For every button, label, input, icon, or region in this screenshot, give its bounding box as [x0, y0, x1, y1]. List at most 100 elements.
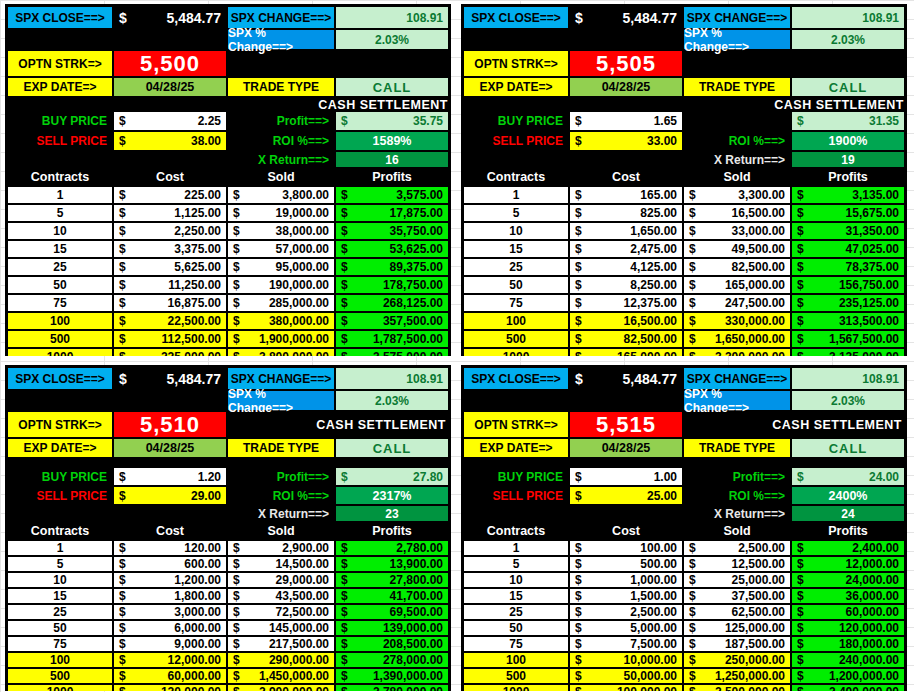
sell-price-input[interactable]: $ 29.00 [114, 487, 226, 504]
cost-column-header: Cost [570, 523, 682, 539]
cash-settlement-label: CASH SETTLEMENT [318, 98, 448, 112]
cost-cell: $ 500.00 [570, 557, 682, 571]
contracts-cell: 50 [464, 277, 568, 293]
table-row: 500 $ 82,500.00 $ 1,650,000.00 $ 1,567,5… [464, 331, 904, 347]
table-row: 25 $ 4,125.00 $ 82,500.00 $ 78,375.00 [464, 259, 904, 275]
table-row: 1000 $ 120,000.00 $ 2,900,000.00 $ 2,780… [8, 685, 448, 691]
dollar-sign: $ [575, 470, 582, 484]
dollar-sign: $ [341, 242, 348, 256]
table-row: 100 $ 22,500.00 $ 380,000.00 $ 357,500.0… [8, 313, 448, 329]
profits-cell: $ 27,800.00 [336, 573, 448, 587]
buy-price-input[interactable]: $ 1.00 [570, 468, 682, 485]
sell-price-input[interactable]: $ 38.00 [114, 132, 226, 150]
spx-pct-change-value: 2.03% [792, 30, 904, 49]
x-return-label: X Return==> [228, 506, 334, 521]
optn-strike-value[interactable]: 5,505 [570, 51, 682, 76]
table-row: 1 $ 120.00 $ 2,900.00 $ 2,780.00 [8, 541, 448, 555]
dollar-sign: $ [233, 541, 240, 555]
trade-type-value: CALL [336, 78, 448, 96]
exp-date-value[interactable]: 04/28/25 [114, 439, 226, 457]
dollar-sign: $ [689, 278, 696, 292]
optn-strike-value[interactable]: 5,500 [114, 51, 226, 76]
exp-date-value[interactable]: 04/28/25 [570, 439, 682, 457]
exp-date-label: EXP DATE=> [8, 78, 112, 96]
table-row: 1000 $ 100,000.00 $ 2,500,000.00 $ 2,400… [464, 685, 904, 691]
dollar-sign: $ [233, 206, 240, 220]
dollar-sign: $ [575, 541, 582, 555]
sold-cell: $ 1,900,000.00 [228, 331, 334, 347]
dollar-sign: $ [119, 541, 126, 555]
spx-close-value: $ 5,484.77 [570, 7, 682, 28]
optn-strike-value[interactable]: 5,515 [570, 412, 682, 437]
sold-cell: $ 37,500.00 [684, 589, 790, 603]
sold-cell: $ 1,450,000.00 [228, 669, 334, 683]
table-row: 5 $ 500.00 $ 12,500.00 $ 12,000.00 [464, 557, 904, 571]
sold-cell: $ 38,000.00 [228, 223, 334, 239]
contracts-cell: 25 [464, 605, 568, 619]
spx-close-label: SPX CLOSE==> [8, 7, 112, 28]
profits-cell: $ 268,125.00 [336, 295, 448, 311]
dollar-sign: $ [119, 637, 126, 651]
dollar-sign: $ [233, 296, 240, 310]
profits-cell: $ 357,500.00 [336, 313, 448, 329]
sell-price-input[interactable]: $ 25.00 [570, 487, 682, 504]
dollar-sign: $ [575, 685, 582, 691]
sold-cell: $ 1,650,000.00 [684, 331, 790, 347]
dollar-sign: $ [119, 653, 126, 667]
roi-label: ROI %==> [684, 132, 790, 150]
dollar-sign: $ [797, 350, 804, 356]
dollar-sign: $ [797, 470, 804, 484]
exp-date-value[interactable]: 04/28/25 [114, 78, 226, 96]
profits-cell: $ 47,025.00 [792, 241, 904, 257]
table-row: 1 $ 225.00 $ 3,800.00 $ 3,575.00 [8, 187, 448, 203]
cost-cell: $ 4,125.00 [570, 259, 682, 275]
contracts-cell: 15 [464, 241, 568, 257]
profits-cell: $ 2,400.00 [792, 541, 904, 555]
dollar-sign: $ [689, 589, 696, 603]
table-row: 1000 $ 165,000.00 $ 3,300,000.00 $ 3,135… [464, 349, 904, 356]
profits-cell: $ 178,750.00 [336, 277, 448, 293]
contracts-cell: 50 [8, 277, 112, 293]
cost-cell: $ 1,800.00 [114, 589, 226, 603]
buy-price-input[interactable]: $ 2.25 [114, 112, 226, 130]
sell-price-input[interactable]: $ 33.00 [570, 132, 682, 150]
roi-value: 1589% [336, 132, 448, 150]
profits-cell: $ 69,500.00 [336, 605, 448, 619]
table-row: 50 $ 6,000.00 $ 145,000.00 $ 139,000.00 [8, 621, 448, 635]
dollar-sign: $ [341, 637, 348, 651]
dollar-sign: $ [797, 637, 804, 651]
sold-cell: $ 285,000.00 [228, 295, 334, 311]
table-row: 50 $ 11,250.00 $ 190,000.00 $ 178,750.00 [8, 277, 448, 293]
dollar-sign: $ [575, 669, 582, 683]
buy-price-input[interactable]: $ 1.65 [570, 112, 682, 130]
profits-cell: $ 15,675.00 [792, 205, 904, 221]
dollar-sign: $ [575, 653, 582, 667]
sold-cell: $ 125,000.00 [684, 621, 790, 635]
sold-cell: $ 330,000.00 [684, 313, 790, 329]
dollar-sign: $ [797, 621, 804, 635]
contracts-column-header: Contracts [8, 523, 112, 539]
dollar-sign: $ [689, 350, 696, 356]
dollar-sign: $ [341, 557, 348, 571]
optn-strike-value[interactable]: 5,510 [114, 412, 226, 437]
exp-date-value[interactable]: 04/28/25 [570, 78, 682, 96]
profit-label: Profit==> [684, 468, 790, 485]
dollar-sign: $ [119, 206, 126, 220]
buy-price-input[interactable]: $ 1.20 [114, 468, 226, 485]
cost-cell: $ 11,250.00 [114, 277, 226, 293]
trade-type-label: TRADE TYPE [684, 439, 790, 457]
contracts-table: 1 $ 165.00 $ 3,300.00 $ 3,135.00 5 $ 825… [464, 187, 904, 356]
spx-close-value: $ 5,484.77 [570, 368, 682, 389]
roi-label: ROI %==> [684, 487, 790, 504]
spx-pct-change-label: SPX % Change==> [684, 30, 790, 49]
profits-cell: $ 208,500.00 [336, 637, 448, 651]
cash-settlement-label: CASH SETTLEMENT [228, 412, 448, 437]
sold-cell: $ 380,000.00 [228, 313, 334, 329]
x-return-value: 23 [336, 506, 448, 521]
trade-type-value: CALL [792, 439, 904, 457]
profits-cell: $ 235,125.00 [792, 295, 904, 311]
dollar-sign: $ [119, 557, 126, 571]
dollar-sign: $ [797, 541, 804, 555]
table-row: 50 $ 5,000.00 $ 125,000.00 $ 120,000.00 [464, 621, 904, 635]
table-row: 75 $ 7,500.00 $ 187,500.00 $ 180,000.00 [464, 637, 904, 651]
